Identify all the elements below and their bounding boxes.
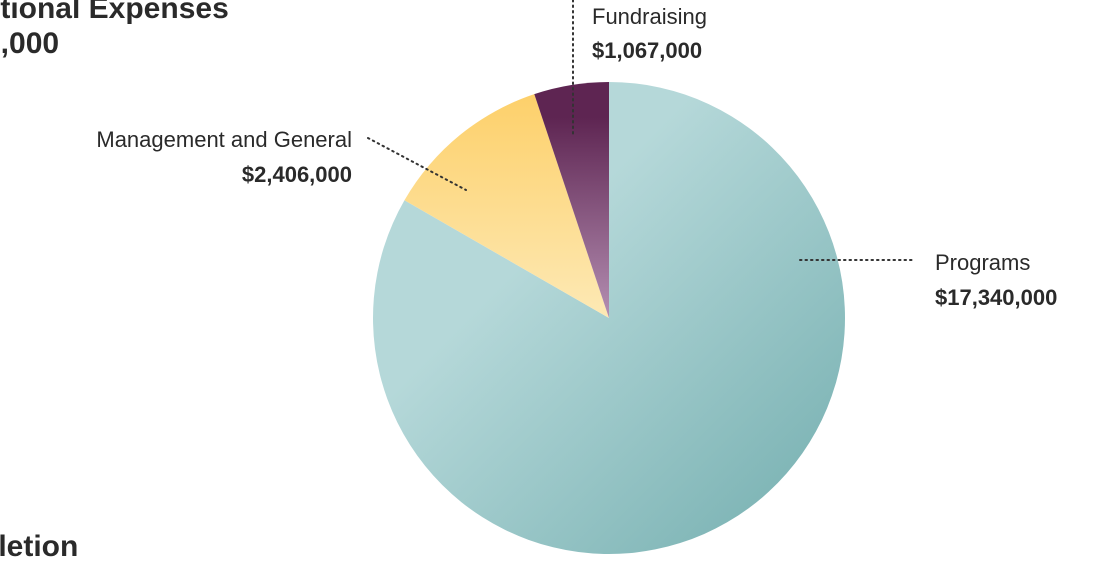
total-amount: 3,000: [0, 27, 60, 60]
label-programs: Programs: [935, 250, 1030, 275]
pie-slice-management-and-general: [404, 94, 609, 318]
pie-slice-programs: [373, 82, 846, 554]
pie-slice-fundraising: [534, 82, 609, 318]
value-management-and-general: $2,406,000: [242, 162, 352, 187]
chart-title: itional Expenses: [0, 0, 229, 25]
label-management-and-general: Management and General: [96, 127, 352, 152]
label-fundraising: Fundraising: [592, 4, 707, 29]
value-programs: $17,340,000: [935, 285, 1057, 310]
leader-line-management: [367, 137, 467, 191]
value-fundraising: $1,067,000: [592, 38, 702, 63]
